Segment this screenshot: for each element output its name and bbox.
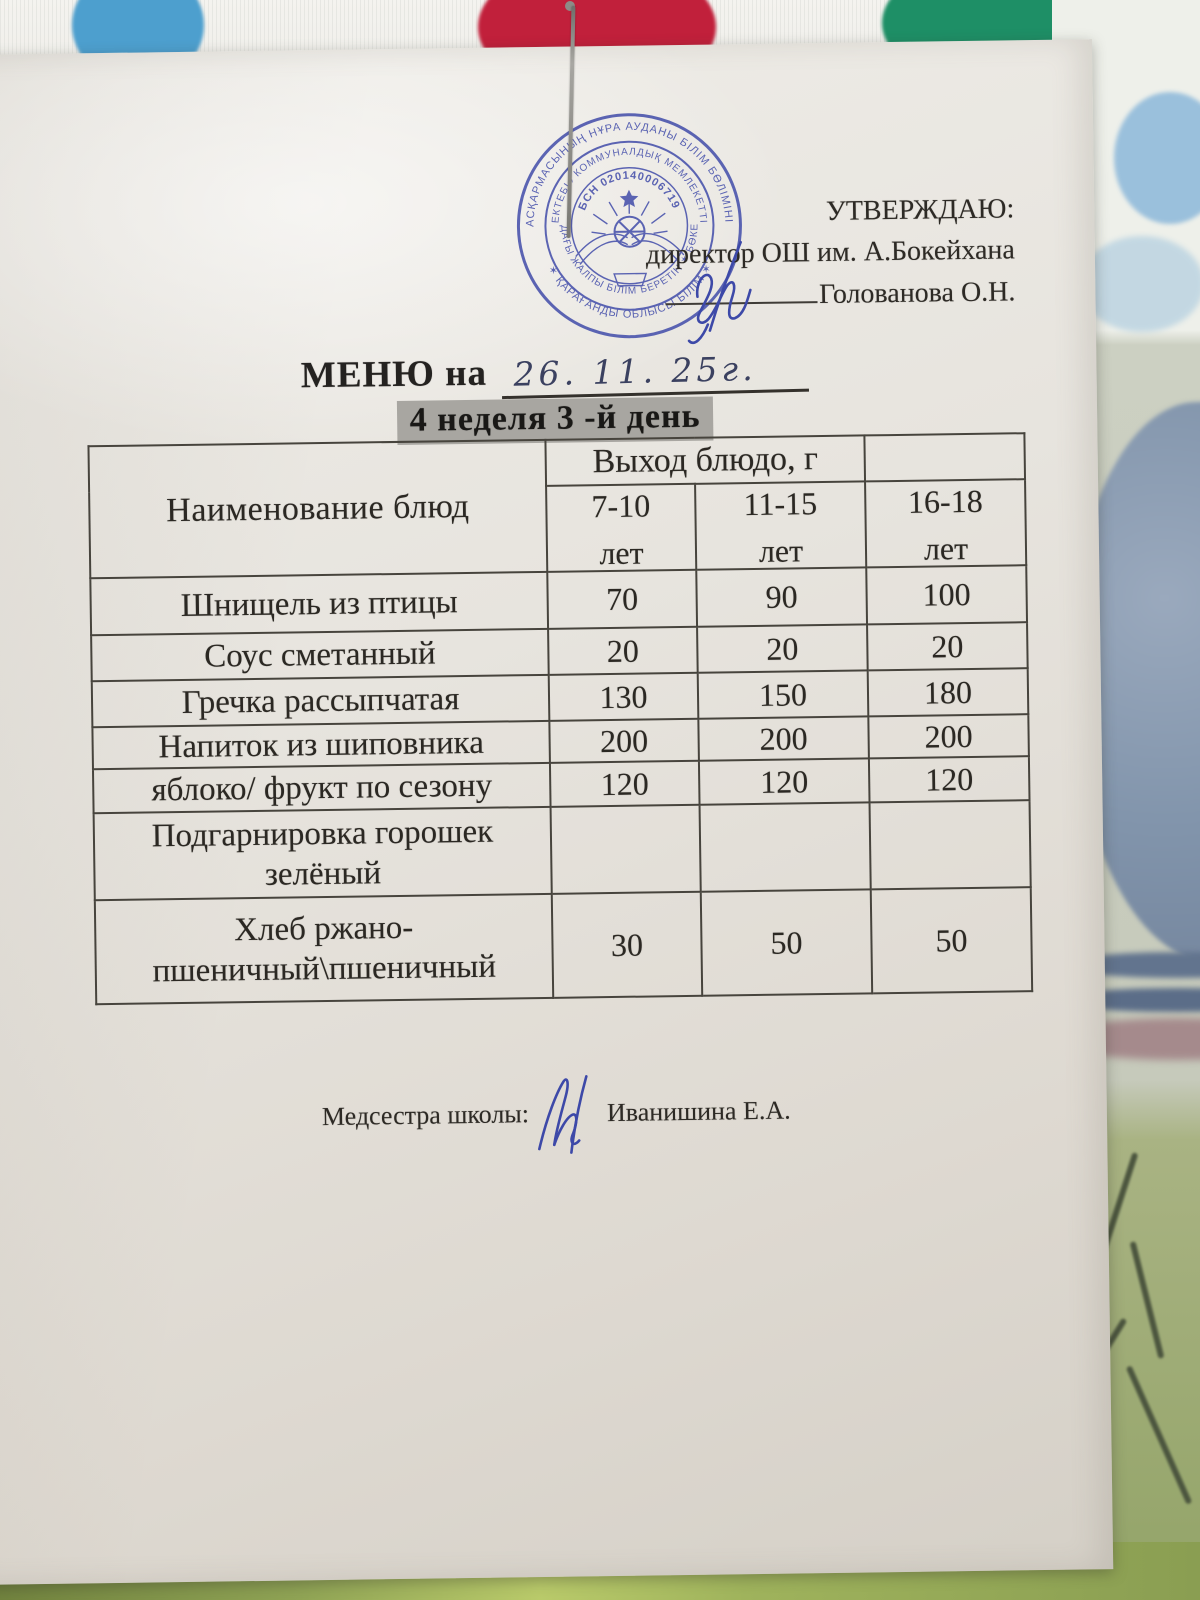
nurse-name: Иванишина Е.А.	[606, 1095, 791, 1128]
portion-cell	[550, 804, 701, 894]
portion-cell: 150	[697, 670, 869, 719]
menu-table: Наименование блюд Выход блюдо, г 7-10 ле…	[87, 432, 1033, 1005]
plant-sprig	[1129, 1241, 1165, 1359]
dish-name-cell: яблоко/ фрукт по сезону	[92, 762, 551, 814]
wall-blue-dot	[1114, 92, 1200, 224]
portion-cell: 50	[700, 889, 873, 996]
dish-name-cell: Хлеб ржано-пшеничный\пшеничный	[94, 893, 554, 1005]
pin-head	[565, 1, 575, 11]
portion-cell: 100	[866, 565, 1028, 625]
portion-cell: 200	[549, 718, 699, 763]
menu-title: МЕНЮ на	[300, 352, 488, 397]
portion-cell: 30	[551, 891, 703, 998]
dish-name-cell: Соус сметанный	[91, 628, 549, 682]
portion-cell	[869, 800, 1031, 890]
age-range: 11-15	[743, 484, 818, 522]
output-header: Выход блюдо, г	[545, 435, 866, 486]
handwritten-date: 26. 11. 25г.	[500, 347, 809, 400]
portion-cell: 50	[870, 887, 1033, 994]
portion-cell: 20	[697, 624, 868, 673]
portion-cell: 70	[547, 569, 698, 629]
menu-paper-sheet: БАСҚАРМАСЫНЫҢ НҰРА АУДАНЫ БІЛІМ БӨЛІМІНІ…	[0, 39, 1114, 1585]
dish-name-cell: Подгарнировка горошек зелёный	[93, 806, 552, 901]
dish-name-cell: Гречка рассыпчатая	[91, 674, 550, 728]
age-range: 16-18	[907, 482, 983, 520]
wall-blue-dot-2	[1080, 236, 1200, 332]
age-unit: лет	[758, 531, 804, 569]
portion-cell: 200	[868, 714, 1029, 759]
nurse-label: Медсестра школы:	[321, 1099, 530, 1132]
portion-cell	[699, 802, 871, 892]
portion-cell: 180	[867, 668, 1029, 717]
plant-sprig	[1125, 1365, 1193, 1505]
portion-cell: 20	[867, 622, 1028, 671]
age-unit: лет	[923, 529, 969, 567]
table-row: Подгарнировка горошек зелёный	[93, 800, 1031, 901]
nurse-signature	[538, 1075, 588, 1154]
portion-cell: 200	[698, 716, 869, 761]
portion-cell: 120	[868, 756, 1030, 803]
stamp-emblem	[575, 189, 685, 287]
age-group-header-1: 7-10 лет	[546, 483, 697, 572]
portion-cell: 130	[548, 672, 699, 721]
age-group-header-3: 16-18 лет	[865, 479, 1027, 568]
age-unit: лет	[599, 534, 644, 571]
portion-cell: 120	[549, 760, 700, 807]
dish-name-header: Наименование блюд	[88, 439, 548, 579]
portion-cell: 20	[548, 626, 698, 675]
approval-signature-row: Голованова О.Н.	[578, 270, 1016, 318]
age-range: 7-10	[591, 486, 651, 524]
nurse-signature-row: Медсестра школы: Иванишина Е.А.	[321, 1075, 791, 1154]
age-group-header-2: 11-15 лет	[695, 481, 867, 570]
approval-block: УТВЕРЖДАЮ: директор ОШ им. А.Бокейхана Г…	[577, 188, 1016, 318]
portion-cell: 90	[696, 567, 868, 627]
star-icon	[619, 189, 639, 208]
dish-name-cell: Напиток из шиповника	[92, 720, 550, 770]
empty-header-cell	[864, 433, 1026, 482]
director-signature	[687, 240, 752, 345]
table-row: Хлеб ржано-пшеничный\пшеничный 30 50 50	[94, 887, 1033, 1005]
official-round-stamp: БАСҚАРМАСЫНЫҢ НҰРА АУДАНЫ БІЛІМ БӨЛІМІНІ…	[508, 104, 742, 339]
director-name: Голованова О.Н.	[818, 276, 1016, 311]
approval-title: УТВЕРЖДАЮ:	[825, 193, 1015, 227]
portion-cell: 120	[698, 758, 870, 805]
approval-director-line: директор ОШ им. А.Бокейхана	[645, 234, 1016, 271]
dish-name-cell: Шнищель из птицы	[90, 571, 549, 636]
